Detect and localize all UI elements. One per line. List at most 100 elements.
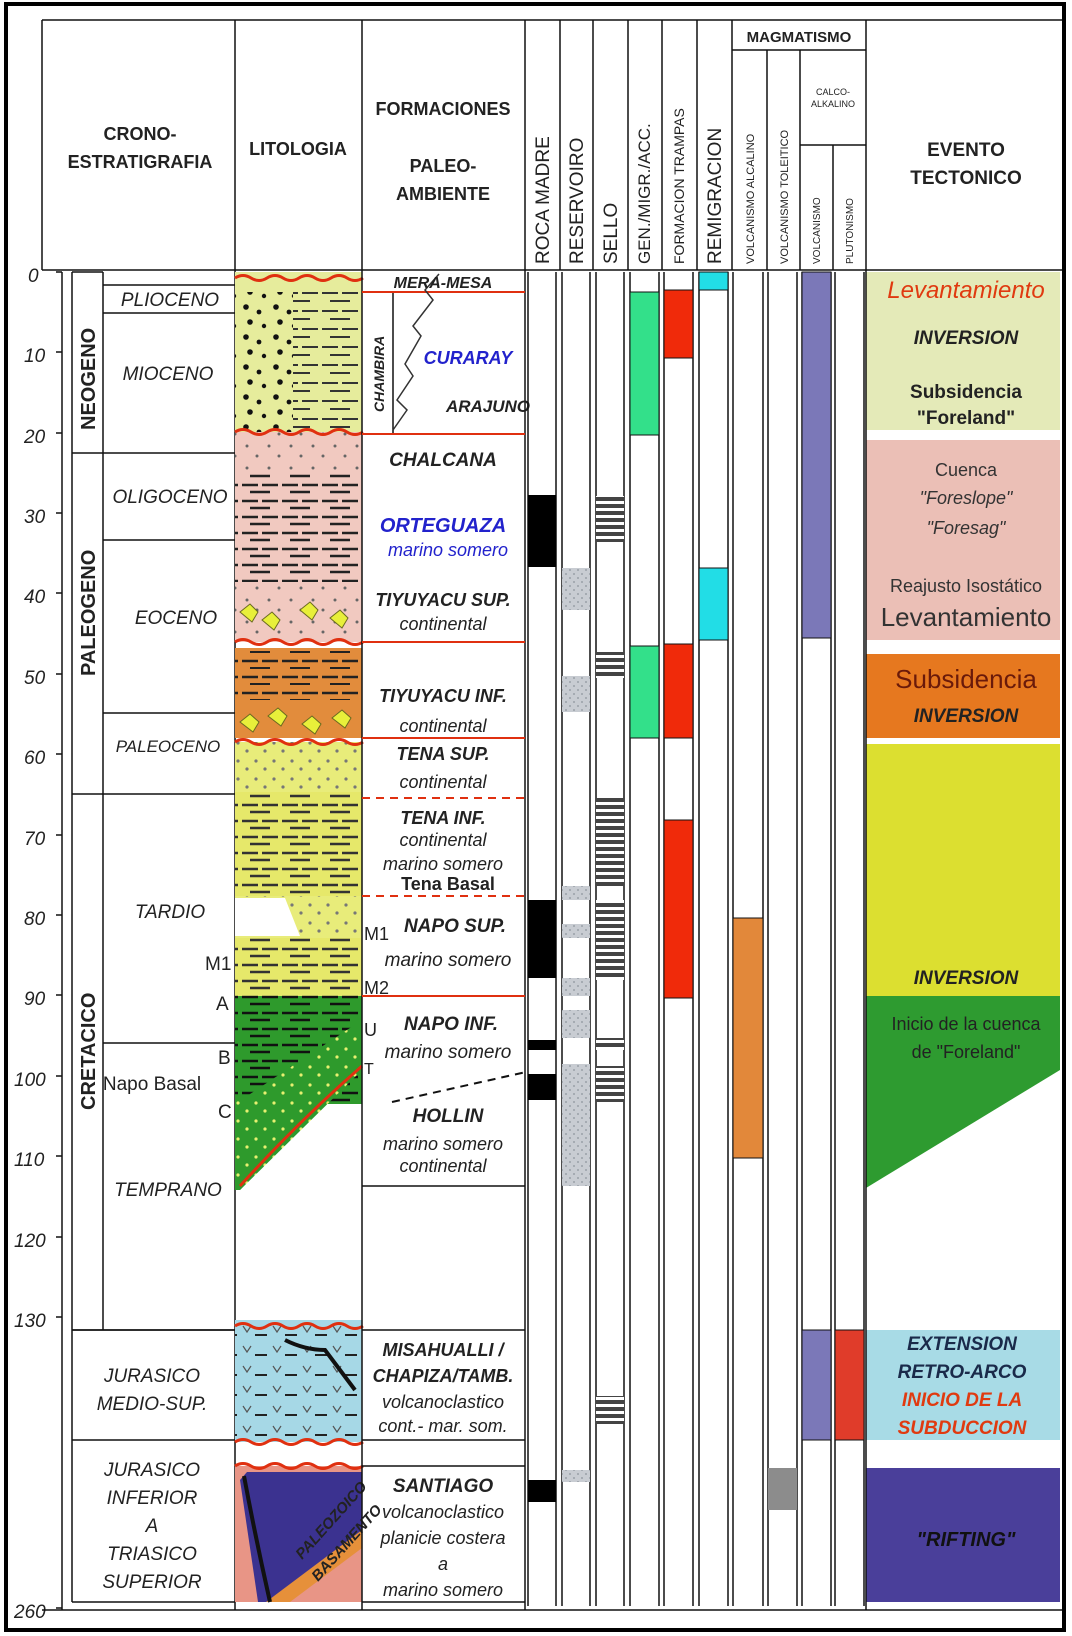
header-sello: SELLO xyxy=(601,203,622,264)
marker-c: C xyxy=(218,1102,232,1123)
header-gen-migr: GEN./MIGR./ACC. xyxy=(635,123,654,264)
formation-tiyuyacu-sup-env: continental xyxy=(399,614,487,634)
axis-label: 30 xyxy=(24,507,46,528)
header-remigracion: REMIGRACION xyxy=(705,128,726,264)
period-column xyxy=(71,271,104,1331)
header-calco-2: ALKALINO xyxy=(811,99,855,109)
formation-tena-inf: TENA INF. xyxy=(400,808,485,828)
epoch-jurasico-inf-4: TRIASICO xyxy=(107,1544,197,1565)
event-extension: EXTENSION xyxy=(907,1334,1018,1355)
event-rifting: "RIFTING" xyxy=(917,1529,1016,1551)
header-calco-1: CALCO- xyxy=(816,87,850,97)
formation-napo-sup-env: marino somero xyxy=(385,950,512,971)
calco-volcanismo-bar-1 xyxy=(801,271,832,639)
epoch-paleoceno: PALEOCENO xyxy=(116,737,221,756)
event-inicio-subduccion-1: INICIO DE LA xyxy=(902,1390,1022,1411)
tectonic-events xyxy=(866,272,1060,1602)
epoch-plioceno: PLIOCENO xyxy=(121,290,219,311)
epoch-jurasico-inf-3: A xyxy=(145,1516,159,1537)
marker-m1: M1 xyxy=(205,954,231,975)
epoch-jurasico-medio-1: JURASICO xyxy=(103,1366,200,1387)
header-evento-2: TECTONICO xyxy=(910,168,1022,189)
event-levantamiento-2: Levantamiento xyxy=(881,602,1052,632)
event-foreland: "Foreland" xyxy=(917,408,1015,429)
axis-label: 20 xyxy=(23,427,46,448)
marker-t: T xyxy=(364,1061,374,1078)
header-volcanismo-toleitico: VOLCANISMO TOLEITICO xyxy=(779,129,791,264)
epoch-oligoceno: OLIGOCENO xyxy=(112,487,227,508)
formation-santiago-env-1: volcanoclastico xyxy=(382,1502,504,1522)
event-inicio-cuenca-1: Inicio de la cuenca xyxy=(891,1014,1041,1034)
epoch-mioceno: MIOCENO xyxy=(123,364,214,385)
formation-misahualli-env-1: volcanoclastico xyxy=(382,1392,504,1412)
formation-arajuno: ARAJUNO xyxy=(445,397,530,416)
formation-tena-sup-env: continental xyxy=(399,772,487,792)
header-volcanismo-alcalino: VOLCANISMO ALCALINO xyxy=(745,133,757,264)
header-reservoiro: RESERVOIRO xyxy=(567,138,588,264)
sello-bars xyxy=(596,496,624,1424)
axis-label: 50 xyxy=(24,668,46,689)
formation-chalcana: CHALCANA xyxy=(389,450,497,471)
remigracion-bars xyxy=(698,271,729,641)
event-retro-arco: RETRO-ARCO xyxy=(898,1362,1027,1383)
epoch-eoceno: EOCENO xyxy=(135,608,218,629)
marker-u: U xyxy=(364,1020,377,1040)
formation-hollin-env-2: continental xyxy=(399,1156,487,1176)
formation-tiyuyacu-inf-env: continental xyxy=(399,716,487,736)
header-magmatismo: MAGMATISMO xyxy=(747,29,852,46)
formation-boundaries xyxy=(362,291,525,997)
event-reajuste: Reajusto Isostático xyxy=(890,576,1042,596)
axis-label: 120 xyxy=(14,1231,46,1252)
epoch-temprano: TEMPRANO xyxy=(114,1180,222,1201)
event-foresag: "Foresag" xyxy=(927,518,1007,538)
reservoiro-bars xyxy=(562,568,590,1482)
axis-label: 0 xyxy=(28,266,39,287)
axis-label: 130 xyxy=(14,1311,46,1332)
axis-label: 10 xyxy=(24,346,46,367)
formation-napo-sup: NAPO SUP. xyxy=(404,916,506,937)
marker-b: B xyxy=(218,1048,231,1069)
axis-label: 80 xyxy=(24,909,46,930)
epoch-jurasico-inf-1: JURASICO xyxy=(103,1460,200,1481)
roca-madre-bars xyxy=(528,495,556,1502)
axis-label: 100 xyxy=(14,1070,46,1091)
epoch-jurasico-inf-2: INFERIOR xyxy=(107,1488,198,1509)
axis-label: 40 xyxy=(24,587,46,608)
formation-tena-inf-env-1: continental xyxy=(399,830,487,850)
header-grid xyxy=(41,19,1062,271)
formations-grid xyxy=(361,270,526,1610)
formation-napo-inf-env: marino somero xyxy=(385,1042,512,1063)
header-paleo: PALEO- xyxy=(410,156,477,176)
event-inicio-cuenca-2: de "Foreland" xyxy=(912,1042,1021,1062)
header-roca-madre: ROCA MADRE xyxy=(533,136,554,264)
axis-label: 110 xyxy=(14,1150,45,1171)
age-axis: 0 10 20 30 40 50 60 70 80 90 100 110 120… xyxy=(13,266,63,1623)
formation-tena-basal: Tena Basal xyxy=(401,874,495,894)
formation-orteguaza: ORTEGUAZA xyxy=(380,515,506,537)
period-neogeno: NEOGENO xyxy=(78,328,100,430)
volcanismo-alcalino-bar xyxy=(732,917,764,1159)
trampas-bars xyxy=(663,289,694,999)
formation-tena-sup: TENA SUP. xyxy=(396,744,489,764)
formation-misahualli-env-2: cont.- mar. som. xyxy=(378,1416,507,1436)
event-subsidencia-2: Subsidencia xyxy=(895,664,1037,694)
event-inversion-3: INVERSION xyxy=(914,968,1020,989)
plutonismo-bar xyxy=(834,1329,865,1441)
header-litologia: LITOLOGIA xyxy=(249,139,347,159)
formation-misahualli-2: CHAPIZA/TAMB. xyxy=(373,1366,514,1386)
event-levantamiento-1: Levantamiento xyxy=(887,277,1044,304)
event-inicio-subduccion-2: SUBDUCCION xyxy=(898,1418,1028,1439)
marker-m1-formation: M1 xyxy=(364,924,389,944)
axis-label: 90 xyxy=(24,989,46,1010)
period-paleogeno: PALEOGENO xyxy=(78,550,100,676)
period-cretacico: CRETACICO xyxy=(78,993,100,1110)
formation-curaray: CURARAY xyxy=(424,348,515,368)
gen-migr-bars xyxy=(629,291,660,739)
epoch-tardio: TARDIO xyxy=(135,902,206,923)
formation-hollin: HOLLIN xyxy=(413,1106,485,1127)
marker-a: A xyxy=(216,994,229,1015)
marker-m2: M2 xyxy=(364,978,389,998)
epoch-napo-basal: Napo Basal xyxy=(103,1074,201,1095)
formation-santiago-env-4: marino somero xyxy=(383,1580,503,1600)
